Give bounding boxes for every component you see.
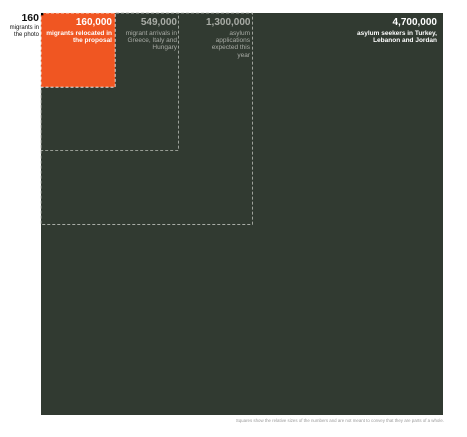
desc-migrants-photo: migrants in the photo — [9, 25, 39, 38]
label-migrant-arrivals: 549,000 migrant arrivals in Greece, Ital… — [120, 17, 177, 52]
value-migrants-relocated: 160,000 — [75, 17, 112, 28]
label-migrants-relocated: 160,000 migrants relocated in the propos… — [44, 17, 112, 44]
desc-asylum-applications: asylum applications expected this year — [211, 29, 250, 59]
value-migrant-arrivals: 549,000 — [140, 17, 177, 28]
value-asylum-applications: 1,300,000 — [206, 17, 251, 28]
label-asylum-seekers: 4,700,000 asylum seekers in Turkey, Leba… — [347, 17, 437, 44]
desc-migrants-relocated: migrants relocated in the proposal — [46, 29, 112, 44]
square-migrants-relocated — [40, 12, 116, 88]
footnote: Squares show the relative sizes of the n… — [235, 418, 444, 423]
label-asylum-applications: 1,300,000 asylum applications expected t… — [206, 17, 251, 59]
desc-migrant-arrivals: migrant arrivals in Greece, Italy and Hu… — [125, 29, 177, 52]
label-migrants-photo: 160 migrants in the photo — [0, 12, 39, 39]
square-migrants-photo — [41, 13, 44, 16]
value-migrants-photo: 160 — [21, 12, 39, 24]
value-asylum-seekers: 4,700,000 — [392, 17, 438, 28]
desc-asylum-seekers: asylum seekers in Turkey, Lebanon and Jo… — [357, 29, 437, 44]
